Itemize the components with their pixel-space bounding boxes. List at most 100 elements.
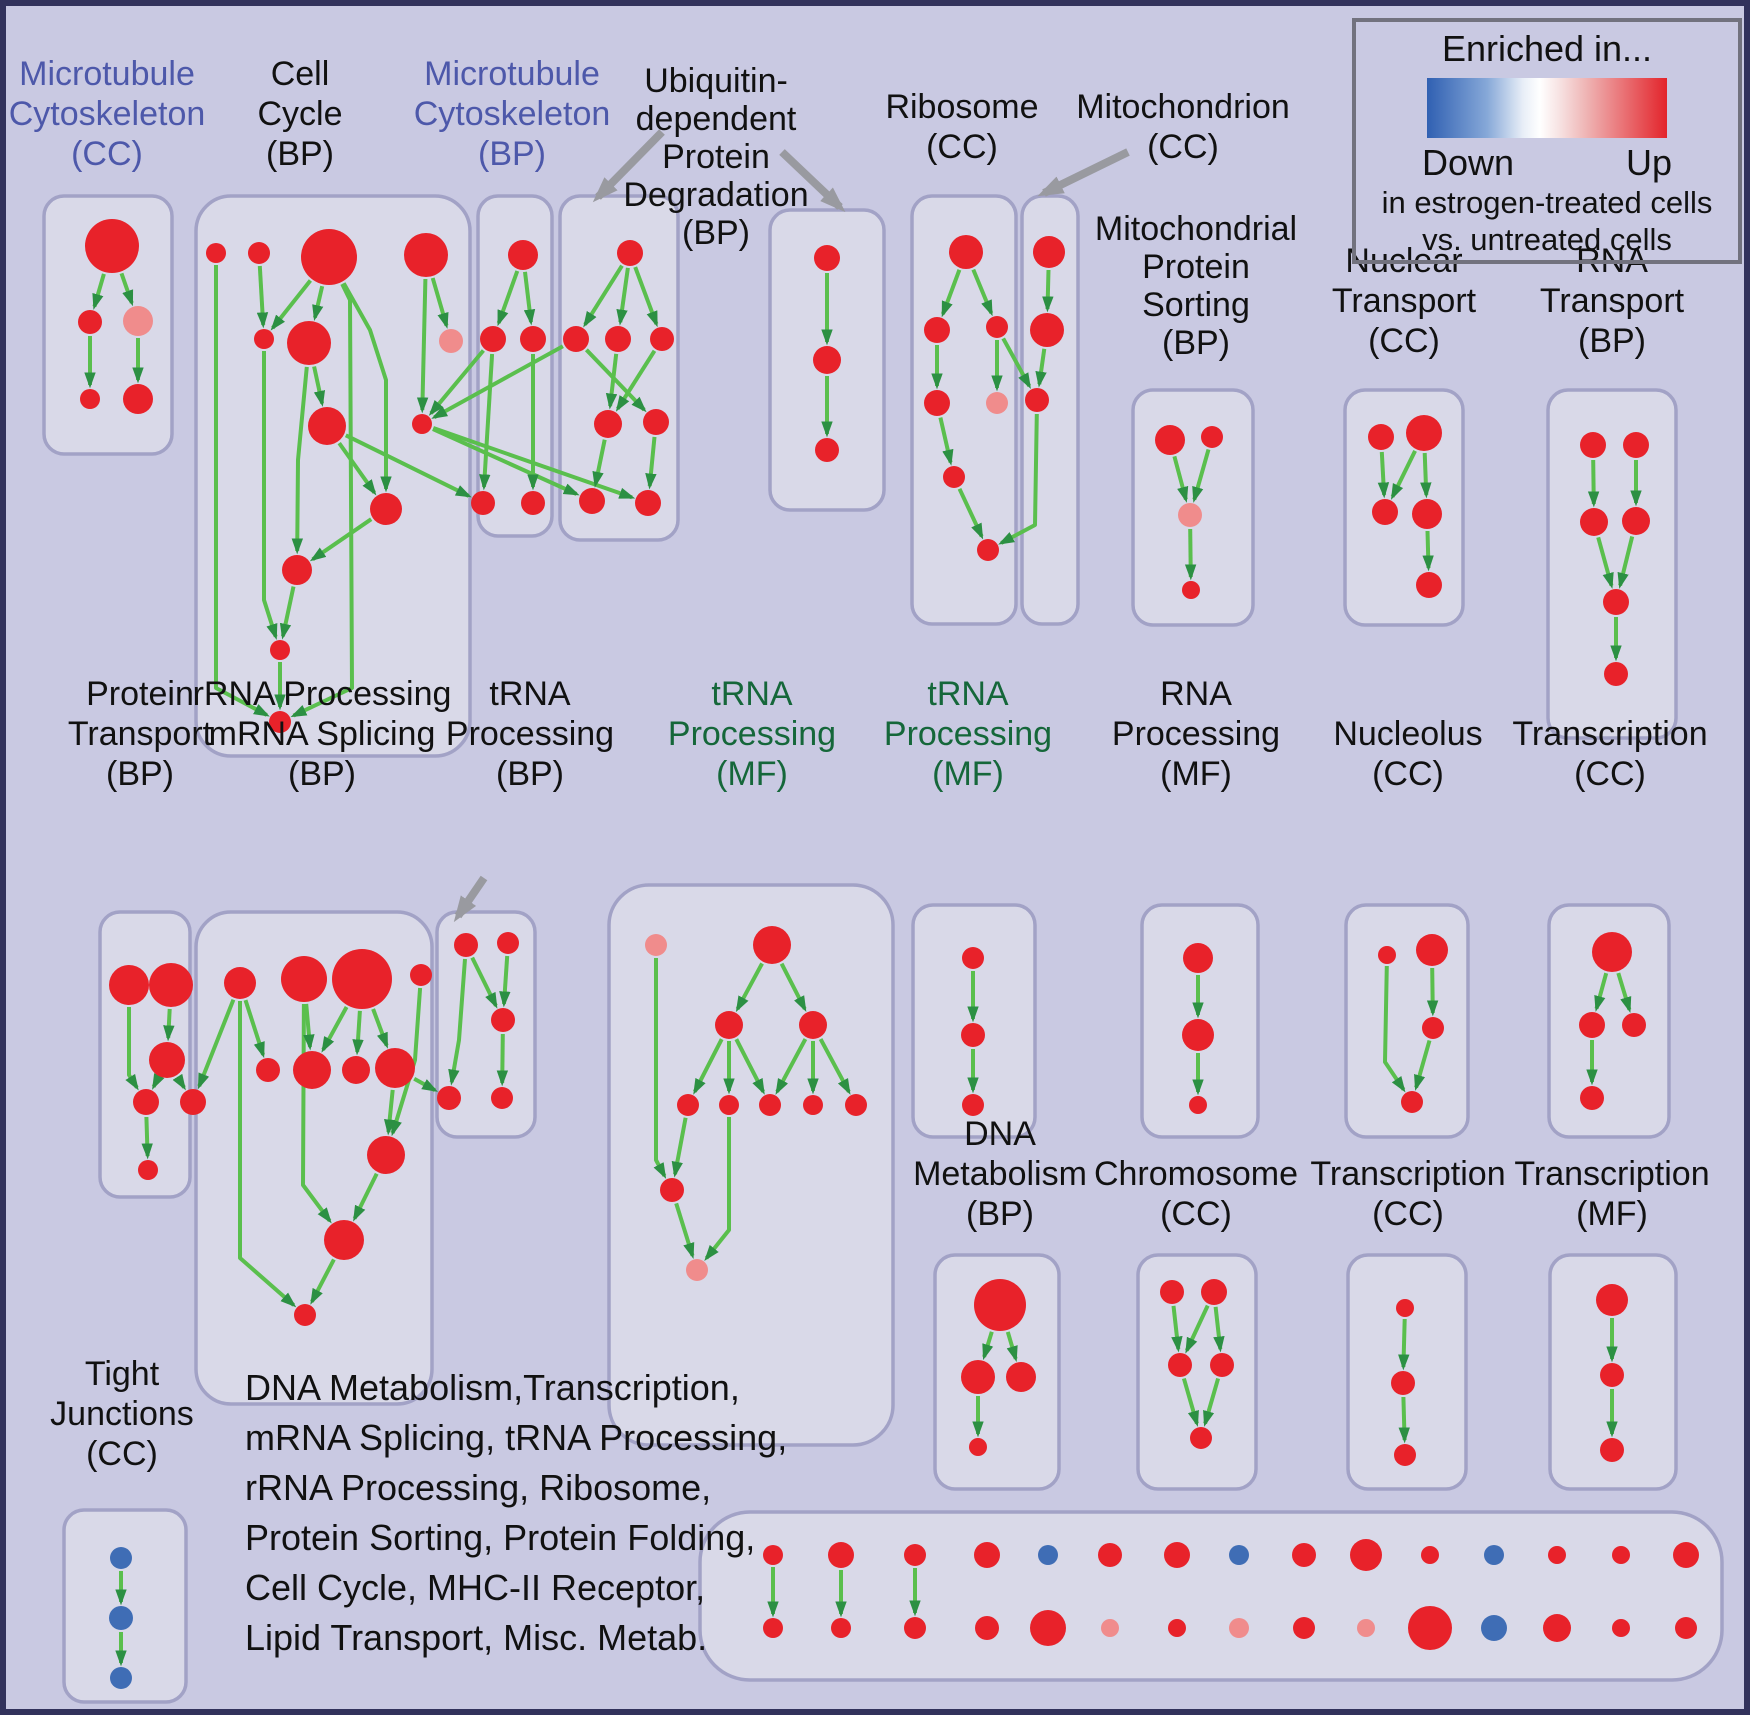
node-m2 xyxy=(480,326,506,352)
annotation-arrow-2 xyxy=(779,149,846,213)
edge-u2-u6 xyxy=(584,348,647,413)
node-st9 xyxy=(1292,1543,1316,1567)
node-n2 xyxy=(1406,415,1442,451)
node-u8 xyxy=(635,490,661,516)
legend-title: Enriched in... xyxy=(1441,28,1653,69)
legend-subtitle-1: in estrogen-treated cells xyxy=(1381,185,1713,220)
annotation-arrow-1 xyxy=(592,129,665,203)
node-c6 xyxy=(287,321,331,365)
box-transcription-cc-mid xyxy=(1547,903,1671,1139)
node-c11 xyxy=(282,555,312,585)
edge-u6-u8 xyxy=(645,436,657,490)
edge-p3-p5 xyxy=(172,1073,186,1091)
node-q5 xyxy=(1603,589,1629,615)
edge-R6-R7 xyxy=(957,487,984,540)
misc-cluster-list: DNA Metabolism,Transcription, mRNA Splici… xyxy=(245,1367,787,1658)
node-sb1 xyxy=(763,1618,783,1638)
node-s4 xyxy=(1182,581,1200,599)
edge-a1-a2 xyxy=(92,273,106,310)
node-e4 xyxy=(1401,1091,1423,1113)
node-sb12 xyxy=(1481,1615,1507,1641)
edge-r12-r13 xyxy=(310,1258,336,1305)
node-r4 xyxy=(410,964,432,986)
edge-g4-g9 xyxy=(818,1038,851,1095)
node-z1 xyxy=(110,1547,132,1569)
node-r6 xyxy=(293,1051,331,1089)
node-u3 xyxy=(605,326,631,352)
edge-g2-g4 xyxy=(779,962,807,1013)
edge-r9-r12 xyxy=(352,1172,379,1222)
legend-up-label: Up xyxy=(1625,142,1672,183)
edge-c6-c11 xyxy=(291,366,309,555)
node-c3 xyxy=(301,229,357,285)
node-h3 xyxy=(962,1094,984,1116)
node-y3 xyxy=(1600,1438,1624,1462)
node-c13 xyxy=(269,711,291,733)
node-t1 xyxy=(454,933,478,957)
edge-r1-r13 xyxy=(238,1001,297,1308)
node-M2 xyxy=(1030,313,1064,347)
node-w4 xyxy=(1210,1353,1234,1377)
label-rrna-mrna: rRNA Processing mRNA Splicing (BP) xyxy=(193,675,452,793)
edge-m1-m3 xyxy=(523,271,536,326)
box-misc-strip xyxy=(698,1510,1724,1682)
edge-M1-M2 xyxy=(1042,269,1054,313)
node-c5 xyxy=(254,329,274,349)
node-r9 xyxy=(367,1136,405,1174)
label-transcription-mf: Transcription (MF) xyxy=(1514,1155,1709,1233)
node-sb15 xyxy=(1675,1617,1697,1639)
node-st10 xyxy=(1350,1539,1382,1571)
edge-M2-M3 xyxy=(1035,348,1047,388)
edge-c3-c9 xyxy=(341,282,392,493)
node-k1 xyxy=(1183,943,1213,973)
node-r2 xyxy=(281,956,327,1002)
edge-q3-q5 xyxy=(1596,536,1614,589)
node-u4 xyxy=(650,327,674,351)
box-nuclear-transport xyxy=(1343,388,1465,627)
edge-r4-r9 xyxy=(390,987,423,1137)
edge-p1-p4 xyxy=(125,1007,139,1091)
node-c7 xyxy=(439,329,463,353)
edge-x2-x3 xyxy=(1398,1396,1410,1444)
node-g8 xyxy=(803,1095,823,1115)
box-trna-mf-1 xyxy=(607,883,895,1447)
box-tight-junctions xyxy=(62,1508,188,1704)
node-f2 xyxy=(1579,1012,1605,1038)
edge-w3-w5 xyxy=(1181,1377,1199,1427)
edge-r3-r8 xyxy=(371,1008,389,1049)
edge-e3-e4 xyxy=(1414,1039,1432,1091)
edge-u4-u5 xyxy=(615,349,657,412)
legend-down-label: Down xyxy=(1422,142,1515,183)
node-st13 xyxy=(1548,1546,1566,1564)
node-sb4 xyxy=(975,1616,999,1640)
node-h1 xyxy=(962,947,984,969)
node-st6 xyxy=(1098,1543,1122,1567)
node-k3 xyxy=(1189,1096,1207,1114)
edge-R3-M3 xyxy=(1001,337,1032,390)
edge-c8-mb1 xyxy=(344,433,472,498)
node-n1 xyxy=(1368,424,1394,450)
node-e2 xyxy=(1416,934,1448,966)
box-rna-transport xyxy=(1546,388,1678,740)
node-u5 xyxy=(594,410,622,438)
edge-w4-w5 xyxy=(1203,1377,1221,1427)
node-R6 xyxy=(943,466,965,488)
edge-x1-x2 xyxy=(1398,1318,1410,1371)
edge-g6-g11 xyxy=(704,1117,731,1261)
label-cell-cycle: Cell Cycle (BP) xyxy=(257,55,342,173)
node-R3 xyxy=(986,316,1008,338)
box-dna-metabolism xyxy=(933,1253,1061,1491)
node-sb8 xyxy=(1229,1618,1249,1638)
edge-t1-t4 xyxy=(448,958,467,1086)
node-c9 xyxy=(370,493,402,525)
label-chromosome: Chromosome (CC) xyxy=(1094,1155,1298,1233)
label-mitochondrion: Mitochondrion (CC) xyxy=(1076,88,1290,166)
node-q6 xyxy=(1604,662,1628,686)
node-x2 xyxy=(1391,1371,1415,1395)
node-M1 xyxy=(1033,236,1065,268)
box-chromosome xyxy=(1136,1253,1258,1491)
edge-f1-f3 xyxy=(1616,972,1632,1013)
label-microtubule-bp: Microtubule Cytoskeleton (BP) xyxy=(414,55,611,173)
node-st3 xyxy=(904,1544,926,1566)
edge-M3-R7 xyxy=(998,413,1039,545)
